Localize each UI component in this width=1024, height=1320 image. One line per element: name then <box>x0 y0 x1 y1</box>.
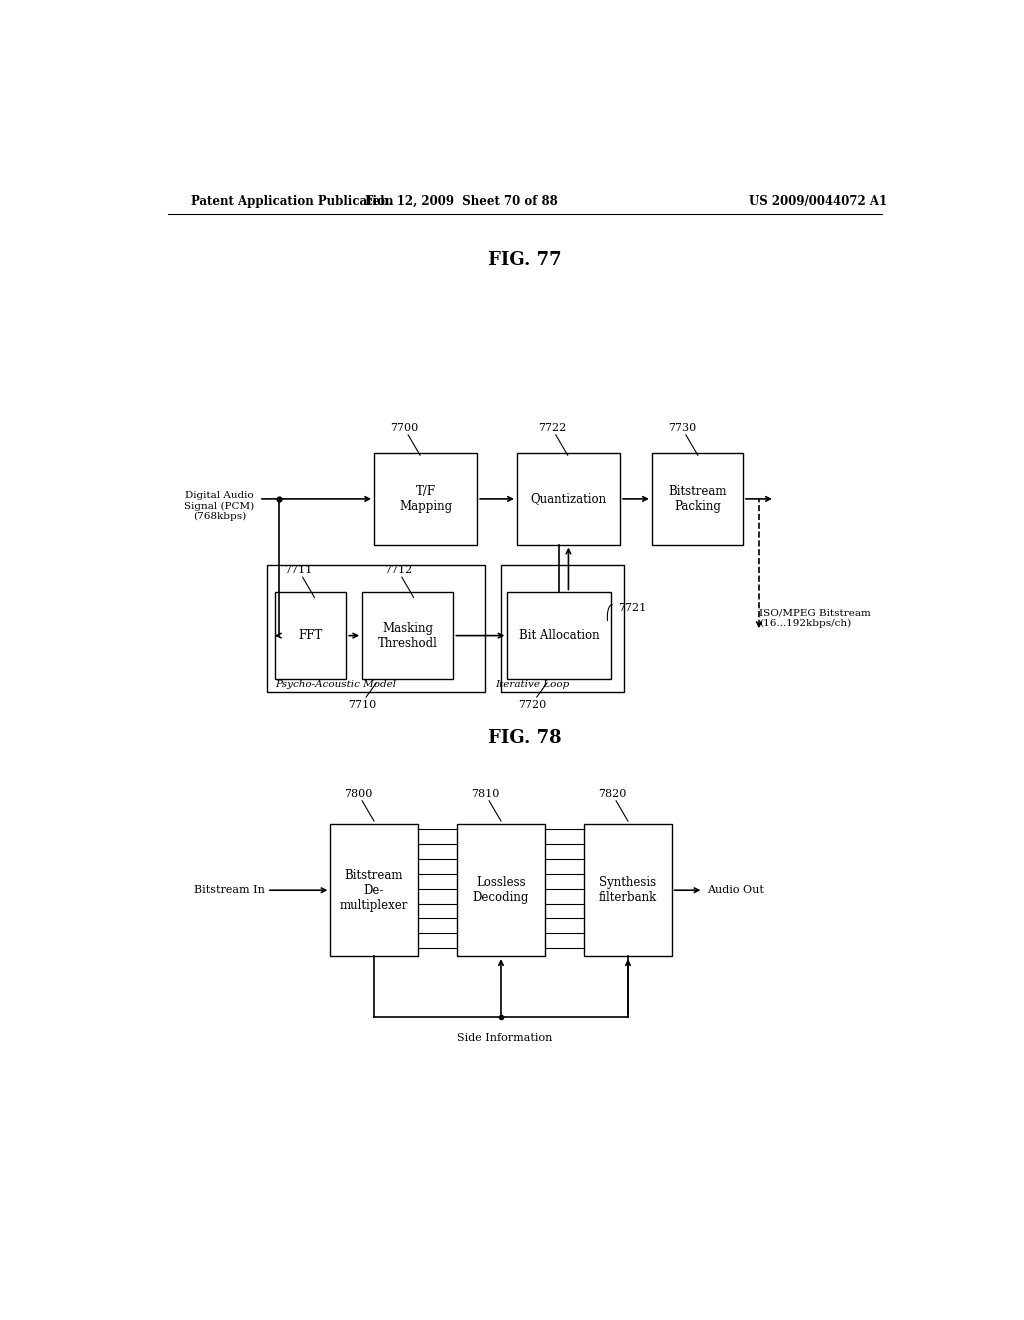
Text: 7710: 7710 <box>348 700 376 710</box>
Text: 7712: 7712 <box>384 565 412 576</box>
FancyBboxPatch shape <box>267 565 485 692</box>
Text: Feb. 12, 2009  Sheet 70 of 88: Feb. 12, 2009 Sheet 70 of 88 <box>365 194 558 207</box>
Text: 7820: 7820 <box>598 789 627 799</box>
Text: Bitstream In: Bitstream In <box>194 886 264 895</box>
Text: Iterative Loop: Iterative Loop <box>496 680 570 689</box>
FancyBboxPatch shape <box>507 593 610 678</box>
Text: Bitstream
De-
multiplexer: Bitstream De- multiplexer <box>340 869 409 912</box>
Text: US 2009/0044072 A1: US 2009/0044072 A1 <box>750 194 888 207</box>
Text: Synthesis
filterbank: Synthesis filterbank <box>599 876 657 904</box>
FancyBboxPatch shape <box>458 824 545 956</box>
Text: 7721: 7721 <box>617 603 646 612</box>
Text: Side Information: Side Information <box>458 1032 553 1043</box>
Text: T/F
Mapping: T/F Mapping <box>399 484 453 513</box>
FancyBboxPatch shape <box>274 593 346 678</box>
Text: 7722: 7722 <box>538 422 566 433</box>
Text: Lossless
Decoding: Lossless Decoding <box>473 876 529 904</box>
Text: Bitstream
Packing: Bitstream Packing <box>668 484 727 513</box>
FancyBboxPatch shape <box>585 824 672 956</box>
Text: Quantization: Quantization <box>530 492 606 506</box>
FancyBboxPatch shape <box>652 453 743 545</box>
FancyBboxPatch shape <box>374 453 477 545</box>
Text: Psycho-Acoustic Model: Psycho-Acoustic Model <box>275 680 396 689</box>
FancyBboxPatch shape <box>362 593 454 678</box>
Text: 7730: 7730 <box>668 422 696 433</box>
Text: FIG. 77: FIG. 77 <box>488 251 561 269</box>
FancyBboxPatch shape <box>517 453 620 545</box>
Text: Patent Application Publication: Patent Application Publication <box>191 194 394 207</box>
Text: 7810: 7810 <box>471 789 500 799</box>
Text: FIG. 78: FIG. 78 <box>488 729 561 747</box>
Text: 7720: 7720 <box>518 700 547 710</box>
Text: 7711: 7711 <box>285 565 312 576</box>
Text: 7800: 7800 <box>344 789 373 799</box>
FancyBboxPatch shape <box>501 565 624 692</box>
FancyBboxPatch shape <box>331 824 418 956</box>
Text: Masking
Threshodl: Masking Threshodl <box>378 622 437 649</box>
Text: Audio Out: Audio Out <box>708 886 764 895</box>
Text: ISO/MPEG Bitstream
(16...192kbps/ch): ISO/MPEG Bitstream (16...192kbps/ch) <box>759 609 870 627</box>
Text: FFT: FFT <box>298 630 323 642</box>
Text: Digital Audio
Signal (PCM)
(768kbps): Digital Audio Signal (PCM) (768kbps) <box>184 491 254 521</box>
Text: Bit Allocation: Bit Allocation <box>518 630 599 642</box>
Text: 7700: 7700 <box>390 422 418 433</box>
